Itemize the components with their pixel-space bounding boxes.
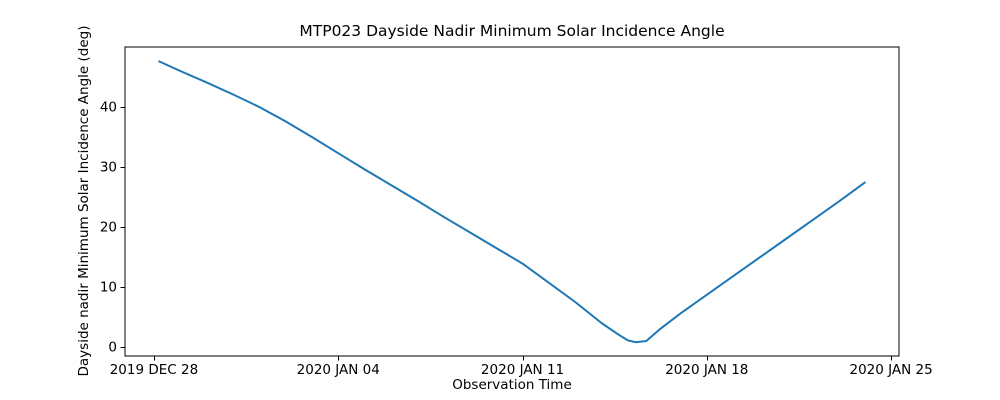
x-axis-label: Observation Time (452, 377, 572, 393)
y-tick-label: 30 (100, 160, 117, 176)
y-tick-label: 20 (100, 220, 117, 236)
x-tick-label: 2020 JAN 18 (665, 362, 748, 378)
y-tick-label: 10 (100, 280, 117, 296)
y-tick-label: 0 (108, 340, 117, 356)
y-tick-label: 40 (100, 100, 117, 116)
axis-ticks (120, 107, 892, 361)
x-tick-label: 2020 JAN 25 (850, 362, 933, 378)
axis-tick-labels: 2019 DEC 28 2020 JAN 04 2020 JAN 11 2020 JA… (100, 100, 933, 379)
data-line (158, 60, 866, 344)
plot-border (124, 46, 900, 357)
chart-title: MTP023 Dayside Nadir Minimum Solar Incid… (299, 22, 725, 40)
x-tick-label: 2020 JAN 04 (297, 362, 380, 378)
x-tick-label: 2020 JAN 11 (481, 362, 564, 378)
x-tick-label: 2019 DEC 28 (110, 362, 198, 378)
